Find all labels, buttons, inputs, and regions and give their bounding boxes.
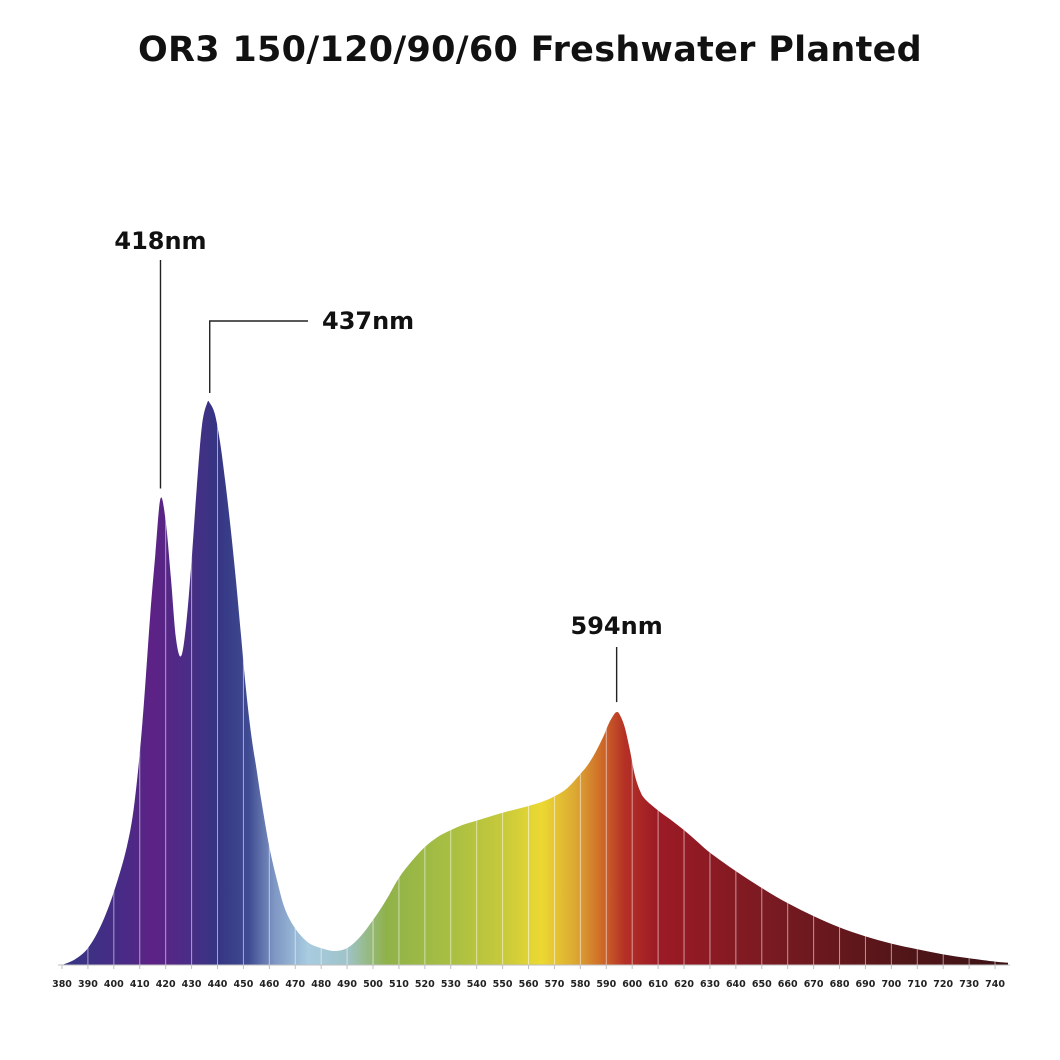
tick-label-530: 530 xyxy=(441,979,461,990)
tick-label-600: 600 xyxy=(622,979,642,990)
tick-label-630: 630 xyxy=(700,979,720,990)
tick-label-730: 730 xyxy=(959,979,979,990)
tick-label-740: 740 xyxy=(985,979,1005,990)
tick-label-510: 510 xyxy=(389,979,409,990)
tick-label-720: 720 xyxy=(933,979,953,990)
tick-label-410: 410 xyxy=(130,979,150,990)
tick-label-610: 610 xyxy=(648,979,668,990)
tick-label-420: 420 xyxy=(156,979,176,990)
peak-594-label: 594nm xyxy=(571,612,663,640)
tick-label-460: 460 xyxy=(259,979,279,990)
tick-label-480: 480 xyxy=(311,979,331,990)
tick-label-700: 700 xyxy=(881,979,901,990)
tick-label-520: 520 xyxy=(415,979,435,990)
tick-label-540: 540 xyxy=(467,979,487,990)
peak-437-label: 437nm xyxy=(322,307,414,335)
tick-label-620: 620 xyxy=(674,979,694,990)
tick-label-380: 380 xyxy=(52,979,72,990)
tick-label-640: 640 xyxy=(726,979,746,990)
peak-437-leader xyxy=(209,320,308,393)
tick-label-710: 710 xyxy=(907,979,927,990)
tick-label-680: 680 xyxy=(830,979,850,990)
tick-label-550: 550 xyxy=(493,979,513,990)
tick-label-660: 660 xyxy=(778,979,798,990)
tick-label-500: 500 xyxy=(363,979,383,990)
chart-title: OR3 150/120/90/60 Freshwater Planted xyxy=(137,30,923,70)
tick-label-580: 580 xyxy=(570,979,590,990)
tick-label-490: 490 xyxy=(337,979,357,990)
tick-label-690: 690 xyxy=(856,979,876,990)
tick-label-440: 440 xyxy=(208,979,228,990)
x-axis-ticks: 380 390 400 410 420 430 440 450 460 470 480 490 500 5… xyxy=(52,965,1005,990)
peak-annotations: 418nm 437nm 594nm xyxy=(114,227,663,703)
tick-label-650: 650 xyxy=(752,979,772,990)
tick-label-390: 390 xyxy=(78,979,98,990)
peak-418-label: 418nm xyxy=(114,227,206,255)
tick-label-430: 430 xyxy=(182,979,202,990)
tick-label-400: 400 xyxy=(104,979,124,990)
tick-label-450: 450 xyxy=(234,979,254,990)
tick-label-470: 470 xyxy=(285,979,305,990)
tick-label-560: 560 xyxy=(519,979,539,990)
tick-label-590: 590 xyxy=(596,979,616,990)
tick-label-670: 670 xyxy=(804,979,824,990)
tick-label-570: 570 xyxy=(545,979,565,990)
